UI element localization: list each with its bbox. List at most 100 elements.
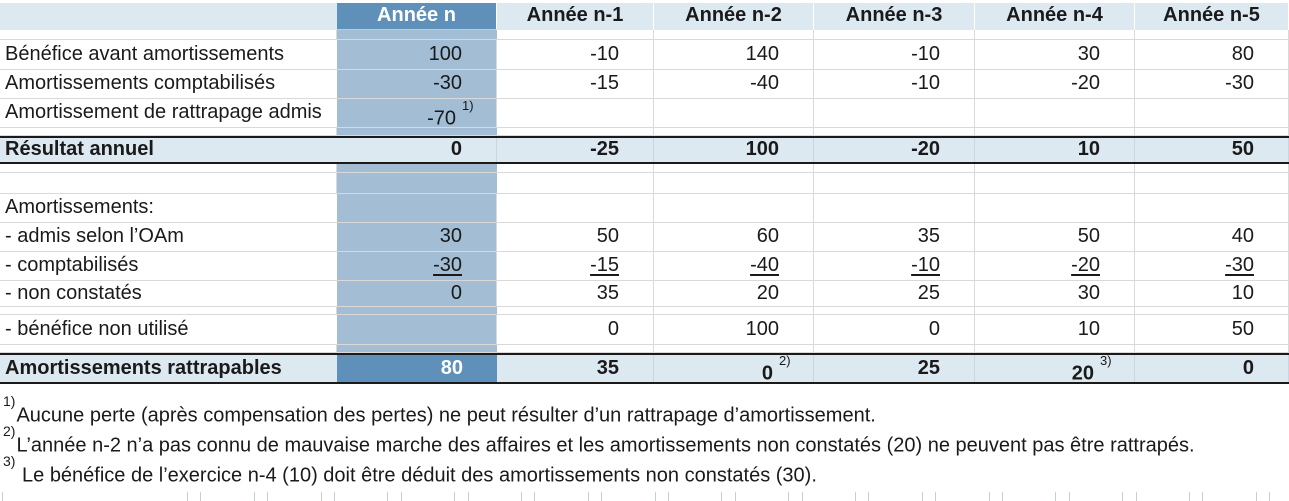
value-cell[interactable]: -20: [975, 70, 1135, 98]
value-cell[interactable]: 140: [654, 40, 814, 69]
cell-value: -30: [433, 254, 462, 276]
value-cell[interactable]: 25: [814, 281, 975, 306]
value-cell[interactable]: 10: [975, 138, 1135, 162]
gridline-tick: [1055, 492, 1056, 501]
empty-cell: [337, 128, 497, 135]
empty-cell: [497, 128, 654, 135]
value-cell[interactable]: 10: [975, 315, 1135, 344]
gridline-tick: [254, 492, 255, 501]
value-cell[interactable]: 60: [654, 223, 814, 251]
gridline-tick: [1069, 492, 1070, 501]
corner-header-cell[interactable]: [0, 3, 337, 30]
value-cell[interactable]: [814, 99, 975, 127]
value-cell[interactable]: [337, 315, 497, 344]
value-cell[interactable]: [1135, 194, 1289, 222]
value-cell[interactable]: -30: [337, 70, 497, 98]
empty-cell: [654, 164, 814, 172]
value-cell[interactable]: 10: [1135, 281, 1289, 306]
value-cell[interactable]: -30: [1135, 70, 1289, 98]
value-cell[interactable]: -10: [497, 40, 654, 69]
value-cell[interactable]: [654, 99, 814, 127]
value-cell[interactable]: 20: [654, 281, 814, 306]
cell-value: -20: [1071, 254, 1100, 276]
value-cell[interactable]: 40: [1135, 223, 1289, 251]
column-header-cell[interactable]: Année n-1: [497, 3, 654, 30]
value-cell[interactable]: [497, 99, 654, 127]
value-cell[interactable]: 35: [497, 355, 654, 382]
value-cell[interactable]: 30: [337, 223, 497, 251]
empty-cell: [337, 173, 497, 193]
value-cell[interactable]: 35: [497, 281, 654, 306]
value-cell[interactable]: -25: [497, 138, 654, 162]
column-header-cell[interactable]: Année n-2: [654, 3, 814, 30]
value-cell[interactable]: 50: [1135, 138, 1289, 162]
gridline-tick: [668, 492, 669, 501]
value-cell[interactable]: 02): [654, 353, 814, 385]
gridline-tick: [655, 492, 656, 501]
value-cell[interactable]: 0: [497, 315, 654, 344]
value-cell[interactable]: 100: [337, 40, 497, 69]
value-cell[interactable]: 203): [975, 353, 1135, 385]
value-cell[interactable]: [975, 194, 1135, 222]
value-cell[interactable]: 80: [1135, 40, 1289, 69]
row-label-cell[interactable]: Bénéfice avant amortissements: [5, 43, 285, 65]
cell-value: -15: [590, 254, 619, 276]
row-label-cell[interactable]: Résultat annuel: [5, 138, 154, 160]
column-header-cell[interactable]: Année n-5: [1135, 3, 1289, 30]
row-label-cell[interactable]: - non constatés: [5, 282, 142, 304]
value-cell[interactable]: 30: [975, 281, 1135, 306]
value-cell[interactable]: -10: [814, 70, 975, 98]
value-cell[interactable]: [1135, 99, 1289, 127]
cell-value: 50: [1077, 225, 1100, 247]
value-cell[interactable]: -15: [497, 252, 654, 280]
value-cell[interactable]: 0: [337, 138, 497, 162]
row-label-cell[interactable]: Amortissements rattrapables: [5, 357, 282, 379]
row-label-cell[interactable]: Amortissements comptabilisés: [5, 72, 276, 94]
value-cell[interactable]: 50: [975, 223, 1135, 251]
value-cell[interactable]: 50: [1135, 315, 1289, 344]
footnote-text: L’année n-2 n’a pas connu de mauvaise ma…: [16, 434, 1195, 457]
value-cell[interactable]: -20: [975, 252, 1135, 280]
value-cell[interactable]: 0: [337, 281, 497, 306]
row-label-cell[interactable]: - comptabilisés: [5, 254, 139, 276]
value-cell[interactable]: 50: [497, 223, 654, 251]
value-cell[interactable]: -30: [1135, 252, 1289, 280]
value-cell[interactable]: [654, 194, 814, 222]
value-cell[interactable]: [975, 99, 1135, 127]
cell-value: 30: [439, 225, 462, 247]
cell-value: 35: [596, 282, 619, 304]
value-cell[interactable]: -40: [654, 252, 814, 280]
gridline-tick: [1002, 492, 1003, 501]
value-cell[interactable]: -701): [337, 98, 497, 130]
empty-cell: [497, 30, 654, 39]
footnote-text: Le bénéfice de l’exercice n-4 (10) doit …: [16, 464, 817, 487]
value-cell[interactable]: -10: [814, 40, 975, 69]
value-cell[interactable]: -40: [654, 70, 814, 98]
column-header-cell[interactable]: Année n: [337, 3, 497, 30]
value-cell[interactable]: -15: [497, 70, 654, 98]
empty-cell: [0, 173, 337, 193]
value-cell[interactable]: 25: [814, 355, 975, 382]
value-cell[interactable]: 0: [814, 315, 975, 344]
value-cell[interactable]: 100: [654, 315, 814, 344]
value-cell[interactable]: -20: [814, 138, 975, 162]
value-cell[interactable]: 80: [337, 355, 497, 382]
column-header-cell[interactable]: Année n-4: [975, 3, 1135, 30]
cell-value: 10: [1077, 138, 1100, 160]
value-cell[interactable]: [497, 194, 654, 222]
value-cell[interactable]: 0: [1135, 355, 1289, 382]
value-cell[interactable]: -30: [337, 252, 497, 280]
footnotes: 1)Aucune perte (après compensation des p…: [3, 393, 1286, 487]
value-cell[interactable]: [814, 194, 975, 222]
value-cell[interactable]: 100: [654, 138, 814, 162]
row-label-cell[interactable]: Amortissement de rattrapage admis: [5, 101, 322, 123]
column-header-cell[interactable]: Année n-3: [814, 3, 975, 30]
value-cell[interactable]: 35: [814, 223, 975, 251]
row-label-cell[interactable]: - bénéfice non utilisé: [5, 318, 189, 340]
value-cell[interactable]: -10: [814, 252, 975, 280]
row-label-cell[interactable]: Amortissements:: [5, 196, 154, 218]
value-cell[interactable]: 30: [975, 40, 1135, 69]
cell-value: -20: [1071, 72, 1100, 94]
row-label-cell[interactable]: - admis selon l’OAm: [5, 225, 184, 247]
value-cell[interactable]: [337, 194, 497, 222]
